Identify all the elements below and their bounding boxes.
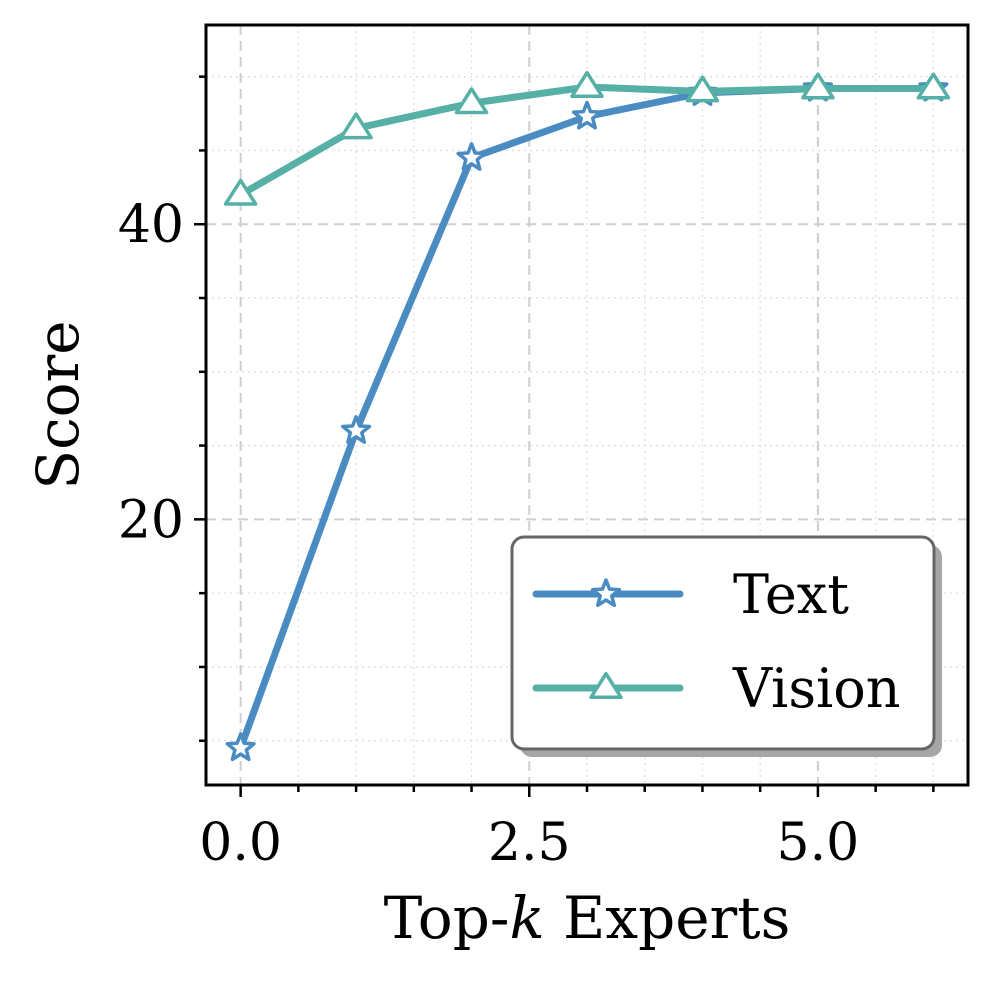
x-tick-label: 0.0 (199, 813, 282, 873)
y-tick-label: 40 (118, 195, 184, 255)
x-axis-label-variable: k (509, 884, 544, 952)
series-vision (223, 70, 951, 206)
legend-marker-star (590, 578, 622, 608)
y-tick-label: 20 (118, 490, 184, 550)
data-point-vision (685, 75, 720, 103)
data-point-vision (801, 72, 835, 100)
data-point-text (341, 415, 372, 444)
legend: Text Vision (510, 535, 942, 757)
series-layer (223, 70, 951, 762)
x-axis-label: Top-k Experts (384, 884, 791, 952)
data-point-vision (223, 178, 258, 206)
data-point-vision (339, 112, 373, 140)
data-point-text (571, 100, 603, 130)
legend-item-vision: Vision (532, 657, 901, 720)
legend-label-vision: Vision (732, 657, 901, 720)
x-axis-label-prefix: Top- (384, 884, 510, 952)
legend-marker-triangle (589, 672, 623, 700)
data-point-vision (916, 72, 951, 100)
x-tick-label: 5.0 (777, 813, 860, 873)
axis-ticks: 0.0 2.5 5.0 20 40 (118, 75, 935, 873)
data-point-vision (570, 70, 604, 98)
x-tick-label: 2.5 (488, 813, 571, 873)
y-axis-label: Score (24, 320, 92, 489)
x-axis-label-suffix: Experts (545, 884, 791, 952)
legend-label-text: Text (733, 563, 849, 626)
data-point-vision (454, 87, 489, 115)
data-point-text (456, 142, 487, 171)
legend-item-text: Text (532, 563, 849, 626)
data-point-text (225, 732, 256, 762)
